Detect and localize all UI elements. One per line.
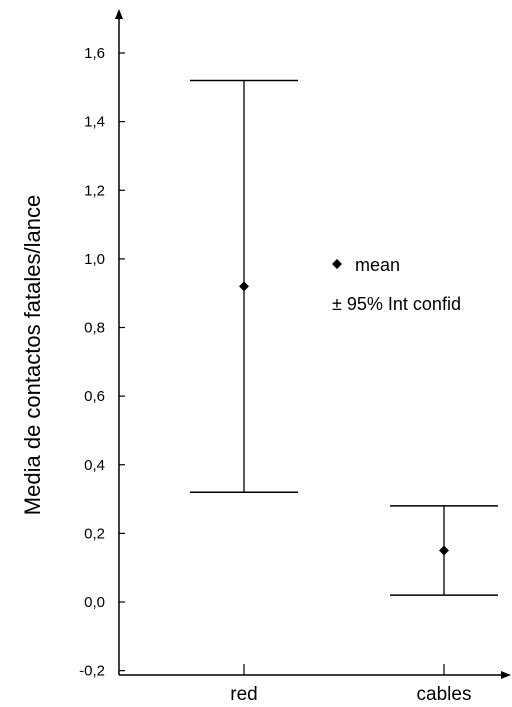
y-tick-label: 1,4	[84, 114, 105, 131]
legend-mean-marker	[332, 259, 342, 269]
y-tick-label: 0,0	[84, 594, 105, 611]
y-axis-arrow	[115, 9, 123, 19]
x-tick-label: cables	[417, 684, 472, 705]
legend: mean ± 95% Int confid	[332, 255, 461, 314]
x-tick-label: red	[230, 684, 257, 705]
y-tick-label: 1,6	[84, 45, 105, 62]
y-tick-label: -0,2	[79, 663, 105, 680]
y-tick-label: 0,2	[84, 525, 105, 542]
y-axis-title: Media de contactos fatales/lance	[20, 195, 45, 515]
axes	[115, 9, 511, 679]
x-axis-arrow	[501, 671, 511, 679]
mean-marker	[239, 281, 249, 292]
mean-marker	[439, 545, 449, 556]
x-ticks: red cables	[230, 664, 471, 705]
y-tick-label: 0,8	[84, 320, 105, 337]
y-tick-label: 0,4	[84, 457, 105, 474]
legend-mean-label: mean	[355, 255, 400, 275]
y-tick-label: 1,0	[84, 251, 105, 268]
y-tick-label: 0,6	[84, 388, 105, 405]
legend-ci-label: ± 95% Int confid	[332, 294, 461, 314]
y-tick-label: 1,2	[84, 182, 105, 199]
y-ticks: -0,2 0,0 0,2 0,4 0,6 0,8 1,0 1,2 1,4 1,6	[79, 45, 125, 680]
error-bars	[190, 79, 498, 596]
